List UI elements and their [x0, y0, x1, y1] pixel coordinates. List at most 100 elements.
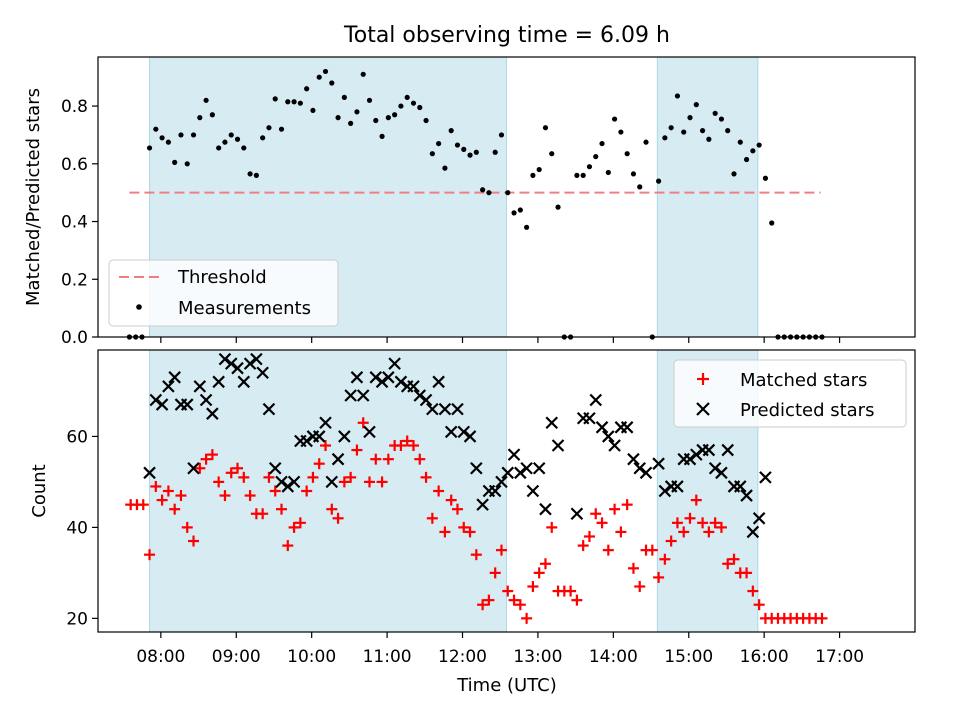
predicted-star-point — [683, 452, 697, 466]
legend-measurements-swatch — [136, 304, 142, 310]
measurement-point — [718, 116, 725, 122]
measurement-point — [498, 132, 505, 138]
matched-star-point — [150, 480, 162, 492]
matched-star-point — [665, 535, 677, 547]
predicted-star-point — [237, 375, 251, 389]
matched-star-point — [420, 471, 432, 483]
matched-star-point — [370, 453, 382, 465]
matched-star-point — [753, 599, 765, 611]
predicted-star-point — [199, 393, 213, 407]
matched-star-point — [577, 540, 589, 552]
matched-star-point — [200, 453, 212, 465]
predicted-star-point — [444, 425, 458, 439]
matched-star-point — [508, 594, 520, 606]
predicted-star-point — [180, 398, 194, 411]
predicted-star-point — [608, 439, 621, 452]
matched-star-point — [445, 494, 457, 506]
predicted-star-point — [344, 389, 357, 402]
measurement-point — [586, 164, 593, 170]
matched-star-point — [351, 444, 363, 456]
measurement-point — [536, 166, 542, 173]
matched-star-point — [678, 526, 690, 538]
predicted-star-point — [275, 475, 288, 489]
matched-star-point — [269, 485, 281, 497]
matched-star-point — [188, 535, 200, 547]
x-tick-label: 17:00 — [815, 647, 864, 667]
x-tick-label: 14:00 — [589, 647, 638, 667]
matched-star-point — [294, 517, 306, 529]
predicted-star-point — [639, 466, 653, 480]
x-tick-label: 08:00 — [136, 647, 185, 667]
matched-star-point — [376, 476, 388, 488]
ratio-panel-y-ticks: 0.0 0.2 0.4 0.6 0.8 — [61, 97, 98, 348]
predicted-star-point — [545, 416, 559, 430]
matched-star-point — [671, 517, 683, 529]
measurement-point — [467, 152, 473, 158]
predicted-star-point — [583, 411, 596, 425]
count-panel-x-ticks: 08:00 09:00 10:00 11:00 12:00 13:00 14:00 15:00… — [136, 632, 864, 667]
predicted-star-point — [595, 421, 609, 434]
measurement-point — [436, 140, 442, 147]
matched-star-point — [596, 517, 608, 529]
predicted-star-point — [438, 402, 452, 416]
measurement-point — [404, 94, 410, 101]
matched-star-point — [301, 485, 313, 497]
matched-star-point — [703, 526, 715, 538]
count-panel-y-ticks: 20 40 60 — [66, 427, 98, 629]
measurement-point — [725, 128, 731, 134]
predicted-star-point — [382, 371, 395, 384]
measurement-point — [674, 93, 681, 99]
matched-star-point — [715, 521, 727, 533]
measurement-point — [165, 139, 171, 145]
matched-star-point — [590, 508, 602, 520]
ratio-panel-frame — [97, 56, 916, 338]
measurement-point — [366, 97, 373, 103]
predicted-star-point — [652, 457, 665, 470]
measurement-point — [574, 172, 580, 178]
matched-star-point — [583, 530, 595, 542]
matched-star-point — [495, 544, 507, 556]
measurement-point — [517, 207, 523, 213]
y-tick-label: 0.8 — [61, 97, 88, 117]
measurement-point — [260, 135, 266, 141]
predicted-star-point — [350, 371, 364, 384]
predicted-star-point — [702, 443, 716, 457]
predicted-star-point — [325, 475, 339, 489]
matched-star-point — [470, 549, 482, 561]
measurement-point — [329, 80, 335, 86]
predicted-star-point — [671, 480, 684, 493]
predicted-star-point — [268, 461, 282, 475]
measurement-point — [216, 145, 222, 151]
measurement-point — [392, 112, 398, 118]
measurement-point — [611, 116, 618, 122]
measurement-point — [398, 103, 404, 109]
x-tick-label: 12:00 — [438, 647, 487, 667]
measurement-point — [184, 161, 190, 167]
matched-star-point — [206, 449, 218, 461]
predicted-star-point — [495, 475, 508, 489]
matched-stars-points — [125, 417, 828, 624]
matched-star-point — [659, 553, 671, 565]
measurement-point — [524, 224, 530, 230]
matched-star-point — [747, 585, 759, 597]
measurement-point — [492, 149, 498, 155]
measurement-point — [410, 100, 417, 106]
matched-star-point — [357, 417, 369, 429]
shaded-interval — [149, 349, 507, 633]
predicted-star-point — [218, 352, 232, 366]
measurement-point — [448, 128, 454, 134]
measurement-point — [322, 68, 329, 75]
measurement-point — [266, 125, 272, 131]
matched-star-point — [464, 526, 476, 538]
matched-star-point — [169, 503, 181, 515]
measurement-point — [706, 136, 712, 142]
legend-matched-label: Matched stars — [740, 370, 867, 391]
matched-star-point — [546, 521, 558, 533]
predicted-star-point — [206, 407, 219, 420]
measurement-point — [153, 126, 159, 132]
y-tick-label: 20 — [66, 609, 88, 629]
predicted-star-point — [363, 425, 376, 439]
measurement-point — [297, 100, 303, 106]
measurement-point — [593, 153, 599, 160]
